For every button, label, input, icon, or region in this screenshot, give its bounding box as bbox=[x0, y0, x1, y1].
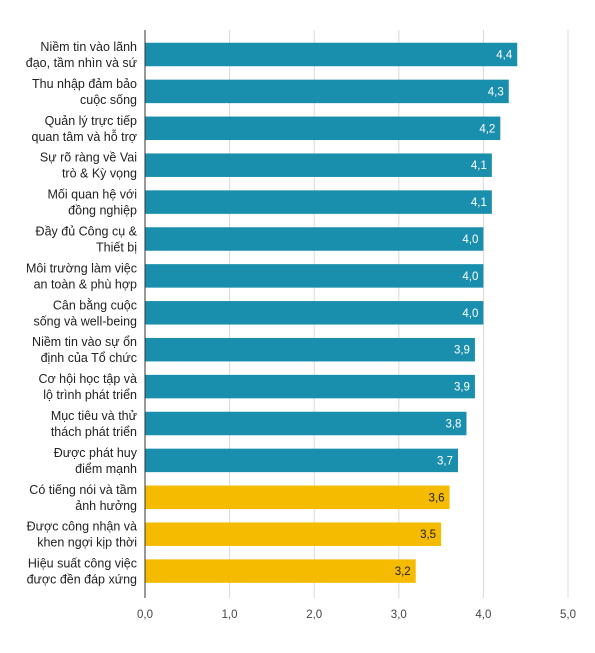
x-tick-label: 4,0 bbox=[475, 609, 491, 621]
data-label: 4,3 bbox=[488, 86, 504, 98]
category-label: Cơ hội học tập và lộ trình phát triển bbox=[38, 372, 137, 402]
bar bbox=[145, 264, 484, 288]
x-tick-label: 2,0 bbox=[306, 609, 322, 621]
category-labels: Niềm tin vào lãnh đạo, tầm nhìn và sứ Thu … bbox=[26, 40, 138, 587]
bar bbox=[145, 374, 475, 399]
bar bbox=[145, 559, 416, 583]
category-label-line: định của Tổ chức bbox=[41, 351, 137, 365]
category-label-line: điểm mạnh bbox=[75, 462, 137, 476]
data-label: 4,1 bbox=[471, 197, 487, 209]
category-label-line: Quản lý trực tiếp bbox=[45, 114, 137, 128]
category-label-line: cuộc sống bbox=[80, 93, 137, 107]
category-label-line: đồng nghiệp bbox=[68, 204, 137, 218]
category-label-line: Có tiếng nói và tầm bbox=[29, 483, 137, 497]
category-label: Mục tiêu và thử thách phát triển bbox=[51, 409, 137, 439]
bar bbox=[145, 485, 450, 510]
bar bbox=[145, 190, 492, 214]
category-label-line: Sự rõ ràng về Vai bbox=[40, 151, 137, 165]
category-label: Môi trường làm việc an toàn & phù hợp bbox=[26, 261, 137, 291]
category-label: Thu nhập đảm bảo cuộc sống bbox=[32, 77, 137, 107]
category-label-line: Cơ hội học tập và bbox=[38, 372, 137, 386]
x-tick-label: 3,0 bbox=[391, 609, 407, 621]
bar bbox=[145, 411, 467, 436]
category-label-line: đạo, tầm nhìn và sứ bbox=[26, 56, 137, 70]
bar bbox=[145, 522, 442, 546]
bar bbox=[145, 301, 484, 325]
data-label: 4,0 bbox=[462, 234, 478, 246]
data-label: 4,0 bbox=[462, 308, 478, 320]
category-label-line: được đền đáp xứng bbox=[27, 573, 137, 587]
category-label-line: sống và well-being bbox=[33, 314, 137, 328]
data-label: 4,1 bbox=[471, 160, 487, 172]
category-label-line: Thiết bị bbox=[96, 241, 137, 255]
bar bbox=[145, 448, 459, 473]
category-label-line: lộ trình phát triển bbox=[43, 388, 137, 402]
category-label-line: an toàn & phù hợp bbox=[34, 277, 137, 291]
bar bbox=[145, 42, 518, 67]
data-label: 3,9 bbox=[454, 345, 470, 357]
data-label: 3,5 bbox=[420, 529, 436, 541]
category-label-line: Môi trường làm việc bbox=[26, 261, 137, 275]
category-label-line: Được phát huy bbox=[54, 446, 138, 460]
category-label: Mối quan hệ với đồng nghiệp bbox=[48, 188, 138, 218]
category-label-line: Hiệu suất công việc bbox=[28, 557, 137, 571]
category-label: Niềm tin vào lãnh đạo, tầm nhìn và sứ bbox=[26, 40, 137, 70]
bar bbox=[145, 79, 509, 104]
category-label: Đầy đủ Công cụ & Thiết bị bbox=[36, 225, 138, 255]
x-tick-label: 0,0 bbox=[137, 609, 153, 621]
category-label: Quản lý trực tiếp quan tâm và hỗ trợ bbox=[32, 114, 138, 144]
data-label: 3,9 bbox=[454, 382, 470, 394]
category-label-line: Được công nhận và bbox=[27, 520, 137, 534]
bar bbox=[145, 227, 484, 251]
category-label-line: Mối quan hệ với bbox=[48, 188, 138, 202]
category-label: Niềm tin vào sự ổn định của Tổ chức bbox=[32, 335, 137, 365]
category-label: Sự rõ ràng về Vai trò & Kỳ vọng bbox=[40, 151, 137, 181]
data-label: 3,6 bbox=[429, 492, 445, 504]
category-label-line: trò & Kỳ vọng bbox=[62, 167, 137, 181]
category-label-line: Niềm tin vào sự ổn bbox=[32, 335, 137, 349]
bar bbox=[145, 116, 501, 141]
x-tick-labels: 0,0 1,0 2,0 3,0 4,0 5,0 bbox=[137, 609, 576, 621]
category-label: Được phát huy điểm mạnh bbox=[54, 446, 138, 476]
bar bbox=[145, 337, 475, 362]
category-label: Cân bằng cuộc sống và well-being bbox=[33, 297, 137, 328]
category-label-line: quan tâm và hỗ trợ bbox=[32, 129, 137, 144]
category-label-line: Mục tiêu và thử bbox=[51, 409, 137, 423]
x-tick-label: 1,0 bbox=[222, 609, 238, 621]
bar bbox=[145, 153, 492, 177]
category-label: Hiệu suất công việc được đền đáp xứng bbox=[27, 557, 137, 587]
category-label-line: Thu nhập đảm bảo bbox=[32, 77, 137, 91]
data-label: 4,4 bbox=[496, 50, 513, 62]
data-label: 3,7 bbox=[437, 455, 453, 467]
category-label-line: Đầy đủ Công cụ & bbox=[36, 225, 138, 239]
bars: 4,4 4,3 4,2 4,1 4,1 4,0 4,0 4,0 3,9 3,9 3,8 3,7 3,6 3… bbox=[145, 42, 518, 583]
category-label-line: khen ngợi kịp thời bbox=[37, 536, 137, 550]
category-label-line: ảnh hưởng bbox=[75, 499, 137, 513]
category-label-line: Cân bằng cuộc bbox=[53, 297, 137, 312]
data-label: 4,0 bbox=[462, 271, 478, 283]
data-label: 3,8 bbox=[445, 419, 461, 431]
x-tick-label: 5,0 bbox=[560, 609, 576, 621]
category-label-line: thách phát triển bbox=[51, 425, 137, 439]
category-label-line: Niềm tin vào lãnh bbox=[40, 40, 137, 54]
category-label: Có tiếng nói và tầm ảnh hưởng bbox=[29, 483, 137, 513]
category-label: Được công nhận và khen ngợi kịp thời bbox=[27, 520, 137, 550]
data-label: 3,2 bbox=[395, 566, 411, 578]
data-label: 4,2 bbox=[479, 123, 495, 135]
